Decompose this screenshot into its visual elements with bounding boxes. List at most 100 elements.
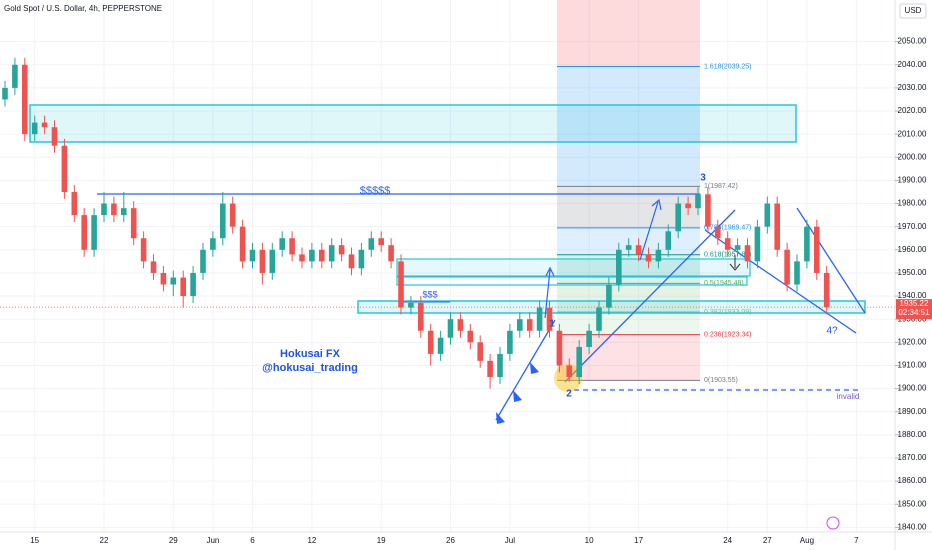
y-tick-label: 1980.00	[898, 199, 927, 208]
x-tick-label: 15	[30, 536, 39, 545]
x-tick-label: 17	[634, 536, 643, 545]
invalid-label: invalid	[837, 392, 860, 401]
y-tick-label: 2010.00	[898, 129, 927, 138]
y-tick-label: 2020.00	[898, 106, 927, 115]
candle-body	[210, 238, 216, 250]
candle-body	[497, 353, 503, 378]
x-tick-label: Jul	[505, 536, 515, 545]
y-tick-label: 1880.00	[898, 430, 927, 439]
event-icon	[826, 516, 840, 530]
candle-body	[348, 254, 355, 269]
candle-body	[358, 249, 365, 269]
candle-body	[477, 342, 483, 361]
candle-body	[170, 277, 177, 285]
x-tick-label: 26	[446, 536, 455, 545]
candle-body	[190, 272, 196, 297]
liquidity-label: $$$	[422, 289, 437, 299]
y-tick-label: 1860.00	[898, 476, 927, 485]
candle-body	[744, 245, 751, 262]
highlight	[554, 364, 582, 392]
supply-zone	[29, 104, 797, 143]
y-tick-label: 1870.00	[898, 453, 927, 462]
chart-title: Gold Spot / U.S. Dollar, 4h, PEPPERSTONE	[4, 4, 162, 13]
last-price-box	[896, 299, 932, 320]
x-tick-label: 22	[100, 536, 109, 545]
candle-body	[160, 272, 167, 285]
candle-body	[586, 330, 592, 347]
candle-body	[289, 238, 295, 255]
candle-body	[22, 64, 28, 135]
candle-body	[794, 261, 800, 285]
liquidity-label: $$$$$	[360, 185, 391, 197]
candle-body	[675, 203, 681, 232]
zone	[396, 276, 748, 286]
y-tick-label: 2050.00	[898, 37, 927, 46]
countdown: 02:34:51	[898, 308, 930, 317]
x-tick-label: 12	[307, 536, 316, 545]
candle-body	[517, 319, 523, 331]
y-tick-label: 1840.00	[898, 522, 927, 531]
candle-body	[566, 365, 573, 378]
y-tick-label: 1920.00	[898, 337, 927, 346]
candle-body	[130, 208, 137, 239]
fib-band	[557, 283, 700, 313]
candle-body	[12, 64, 18, 88]
candle-body	[655, 249, 662, 262]
x-tick-label: 10	[585, 536, 594, 545]
candle-body	[685, 203, 691, 209]
candle-body	[408, 303, 414, 308]
candle-body	[665, 231, 672, 250]
candle-body	[427, 330, 434, 354]
candle-body	[734, 245, 741, 250]
candle-body	[814, 226, 820, 273]
candle-body	[378, 238, 384, 246]
fib-label: 0.786(1969.47)	[704, 225, 751, 232]
candle-body	[61, 145, 68, 192]
candle-body	[705, 194, 711, 227]
candle-body	[635, 245, 642, 255]
candle-body	[556, 330, 563, 366]
fib-band	[557, 312, 700, 335]
candle-body	[111, 203, 117, 216]
candle-body	[299, 254, 305, 262]
arrow	[639, 198, 662, 261]
last-price: 1935.22	[900, 299, 929, 308]
candle-body	[388, 245, 394, 262]
fib-label: 0(1903.55)	[704, 377, 738, 384]
candle-body	[625, 245, 632, 250]
candle-body	[319, 249, 325, 262]
y-tick-label: 2030.00	[898, 83, 927, 92]
y-tick-label: 1970.00	[898, 222, 927, 231]
candle-body	[418, 303, 424, 331]
x-tick-label: Jun	[206, 536, 219, 545]
candle-body	[616, 249, 622, 285]
candle-body	[645, 254, 652, 262]
y-tick-label: 1950.00	[898, 268, 927, 277]
candle-body	[279, 238, 285, 250]
candle-body	[91, 215, 97, 250]
candle-body	[437, 337, 444, 354]
candle-body	[754, 226, 761, 262]
arrow	[729, 255, 741, 271]
candle-body	[457, 319, 464, 331]
candle-body	[398, 261, 404, 308]
x-tick-label: Aug	[800, 536, 814, 545]
candle-body	[536, 307, 543, 331]
candle-body	[71, 191, 78, 216]
candle-body	[220, 203, 226, 239]
candle-body	[338, 245, 345, 255]
candle-body	[546, 307, 553, 331]
candle-body	[774, 203, 780, 250]
currency-box	[899, 3, 927, 19]
x-tick-label: 29	[169, 536, 178, 545]
candle-body	[606, 284, 612, 308]
trend-line	[495, 319, 556, 421]
zone	[396, 258, 751, 277]
wave-label: 1	[549, 319, 555, 330]
candle-body	[309, 249, 315, 262]
x-tick-label: 7	[854, 536, 859, 545]
trend-line	[796, 207, 866, 314]
candle-body	[121, 208, 127, 216]
candle-body	[140, 238, 147, 262]
